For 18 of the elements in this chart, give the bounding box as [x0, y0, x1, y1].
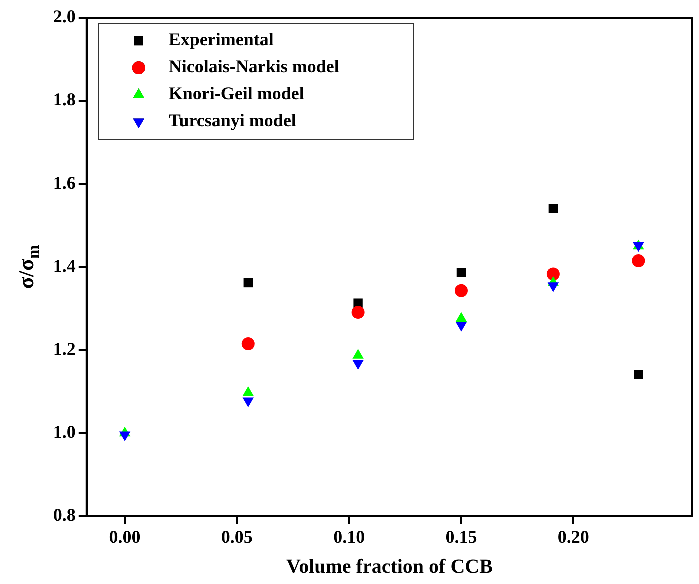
y-tick-label: 1.6: [53, 172, 76, 193]
legend-label: Experimental: [168, 30, 274, 50]
y-tick-label: 1.8: [53, 90, 76, 110]
x-tick-label: 0.20: [558, 526, 590, 547]
x-axis-title: Volume fraction of CCB: [286, 556, 493, 578]
y-tick-label: 1.2: [53, 338, 76, 359]
y-axis-title: σ/σm: [14, 245, 43, 290]
legend-label: Knori-Geil model: [168, 84, 304, 104]
y-tick-label: 1.4: [53, 256, 76, 276]
x-tick-label: 0.15: [446, 526, 478, 547]
x-tick-label: 0.00: [109, 526, 141, 547]
legend-label: Turcsanyi model: [168, 110, 296, 131]
y-tick-label: 0.8: [53, 505, 76, 526]
y-tick-label: 1.0: [53, 422, 76, 442]
y-tick-label: 2.0: [53, 6, 76, 27]
legend-label: Nicolais-Narkis model: [168, 56, 340, 77]
x-tick-label: 0.05: [221, 526, 253, 547]
x-tick-label: 0.10: [334, 526, 366, 547]
